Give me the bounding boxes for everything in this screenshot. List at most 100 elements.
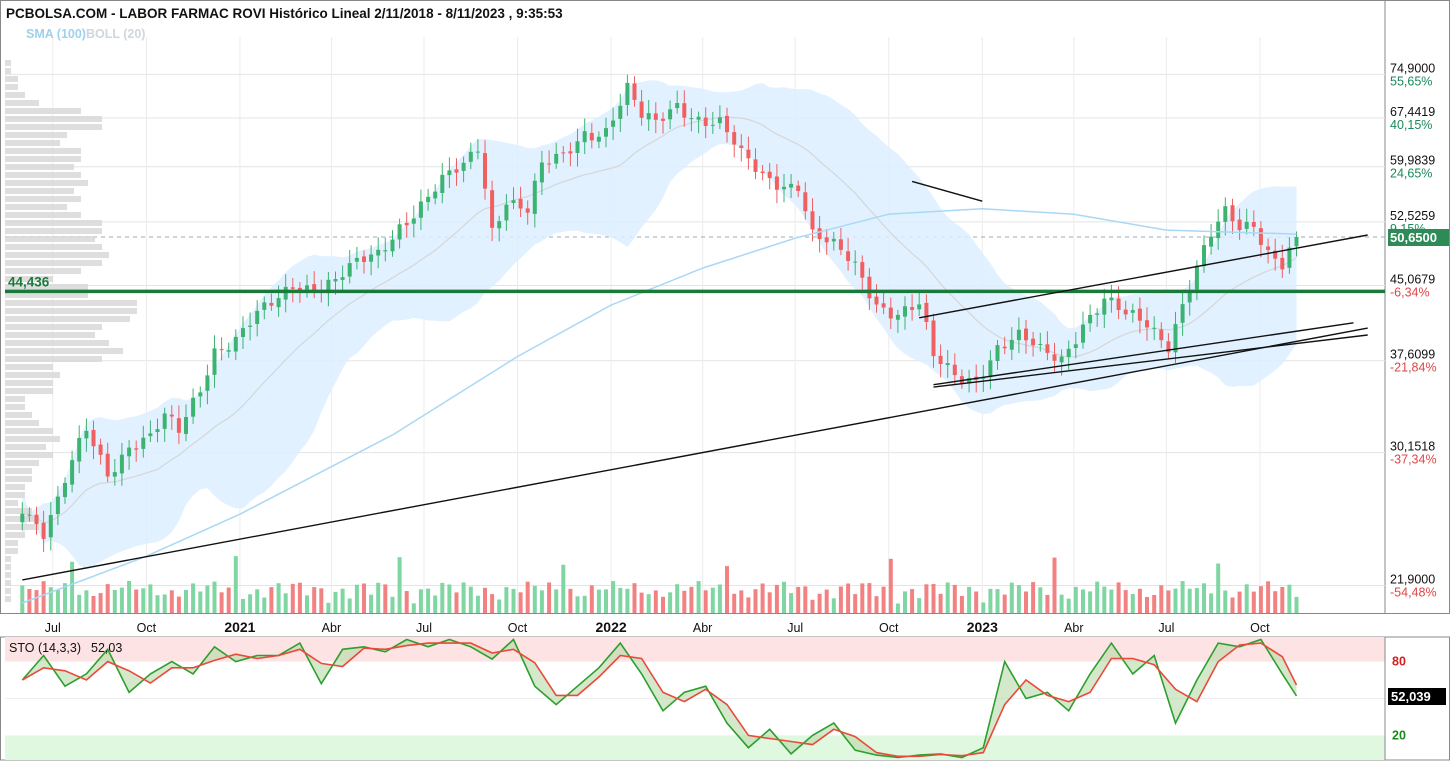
volume-bar xyxy=(340,588,345,613)
volume-bar xyxy=(319,588,324,613)
volume-bar xyxy=(1052,557,1057,613)
profile-bar xyxy=(5,268,81,274)
volume-bar xyxy=(205,585,210,613)
volume-bar xyxy=(184,589,188,613)
candle-body xyxy=(20,513,25,523)
candle-body xyxy=(283,286,288,300)
volume-bar xyxy=(297,582,302,613)
candle-body xyxy=(632,83,637,100)
candle-body xyxy=(682,103,687,118)
volume-bar xyxy=(1216,563,1221,613)
volume-bar xyxy=(198,591,203,613)
candle-body xyxy=(817,228,822,239)
candle-body xyxy=(483,153,487,189)
candle-body xyxy=(297,287,302,292)
volume-bar xyxy=(1244,584,1249,613)
candle-body xyxy=(369,254,374,262)
volume-bar xyxy=(1038,587,1043,613)
candle-body xyxy=(1244,221,1249,229)
candle-body xyxy=(1088,314,1093,324)
volume-bar xyxy=(846,583,851,613)
time-tick-label: Jul xyxy=(787,621,803,635)
sma-legend[interactable]: SMA (100) xyxy=(26,27,86,41)
candle-body xyxy=(760,171,765,174)
volume-bar xyxy=(860,583,865,613)
volume-bar xyxy=(1237,591,1242,613)
candle-body xyxy=(689,118,694,120)
candle-body xyxy=(1251,222,1256,227)
pct-tick-label: -54,48% xyxy=(1390,586,1437,600)
volume-bar xyxy=(1095,581,1100,613)
sto-legend[interactable]: STO (14,3,3) 52,03 xyxy=(9,641,122,655)
profile-bar xyxy=(5,60,11,66)
candle-body xyxy=(1294,237,1299,247)
candle-body xyxy=(589,132,594,141)
pct-tick-label: 40,15% xyxy=(1390,118,1432,132)
candle-body xyxy=(696,116,701,120)
pct-tick-label: -21,84% xyxy=(1390,361,1437,375)
candle-body xyxy=(347,263,352,277)
candle-body xyxy=(945,363,950,366)
candle-body xyxy=(967,378,972,384)
volume-bar xyxy=(1230,597,1235,613)
volume-bar xyxy=(725,566,729,613)
trend-line-3 xyxy=(919,234,1368,319)
candle-body xyxy=(639,101,644,118)
candle-body xyxy=(1180,304,1185,323)
profile-bar xyxy=(5,172,81,178)
candle-body xyxy=(34,514,39,525)
volume-bar xyxy=(241,598,245,613)
volume-bar xyxy=(248,594,253,613)
volume-bar xyxy=(483,587,487,613)
price-tick-label: 67,4419 xyxy=(1390,105,1435,119)
candle-body xyxy=(782,186,786,190)
candle-body xyxy=(397,224,402,240)
candle-body xyxy=(141,437,146,449)
candle-body xyxy=(789,183,794,188)
profile-bar xyxy=(5,220,102,226)
candle-body xyxy=(995,345,1000,361)
volume-bar xyxy=(554,589,559,613)
volume-bar xyxy=(710,587,715,613)
volume-bar xyxy=(525,581,530,613)
candle-body xyxy=(1052,354,1057,361)
chart-title: PCBOLSA.COM - LABOR FARMAC ROVI Históric… xyxy=(6,6,563,21)
profile-bar xyxy=(5,540,18,546)
candle-body xyxy=(668,109,673,120)
candle-body xyxy=(504,204,509,221)
volume-bar xyxy=(1081,589,1085,613)
candle-body xyxy=(290,287,295,289)
candle-body xyxy=(646,113,651,120)
candle-body xyxy=(618,105,623,119)
candle-body xyxy=(241,328,245,337)
profile-bar xyxy=(5,148,81,154)
profile-bar xyxy=(5,68,11,74)
volume-bar xyxy=(1145,597,1149,613)
volume-bar xyxy=(20,585,25,613)
volume-bar xyxy=(226,587,231,613)
boll-legend[interactable]: BOLL (20) xyxy=(85,27,146,41)
candle-body xyxy=(1130,310,1135,313)
candle-body xyxy=(411,218,416,224)
volume-bar xyxy=(753,589,758,613)
profile-bar xyxy=(5,332,95,338)
volume-bar xyxy=(974,591,979,613)
candle-body xyxy=(1216,221,1221,239)
sto-label: STO (14,3,3) xyxy=(9,641,82,655)
candle-body xyxy=(895,314,900,320)
candle-body xyxy=(539,162,544,183)
candle-body xyxy=(981,377,986,379)
sto-value-marker xyxy=(1388,688,1446,706)
candle-body xyxy=(468,151,473,162)
profile-bar xyxy=(5,452,53,458)
volume-bar xyxy=(888,558,893,613)
profile-bar xyxy=(5,92,25,98)
candle-body xyxy=(1280,257,1285,270)
volume-bar xyxy=(191,583,196,613)
candle-body xyxy=(931,320,936,357)
main-frame xyxy=(0,0,1450,614)
candle-body xyxy=(1194,265,1199,290)
candle-body xyxy=(1258,228,1263,245)
volume-bar xyxy=(995,589,1000,613)
price-tick-label: 37,6099 xyxy=(1390,348,1435,362)
